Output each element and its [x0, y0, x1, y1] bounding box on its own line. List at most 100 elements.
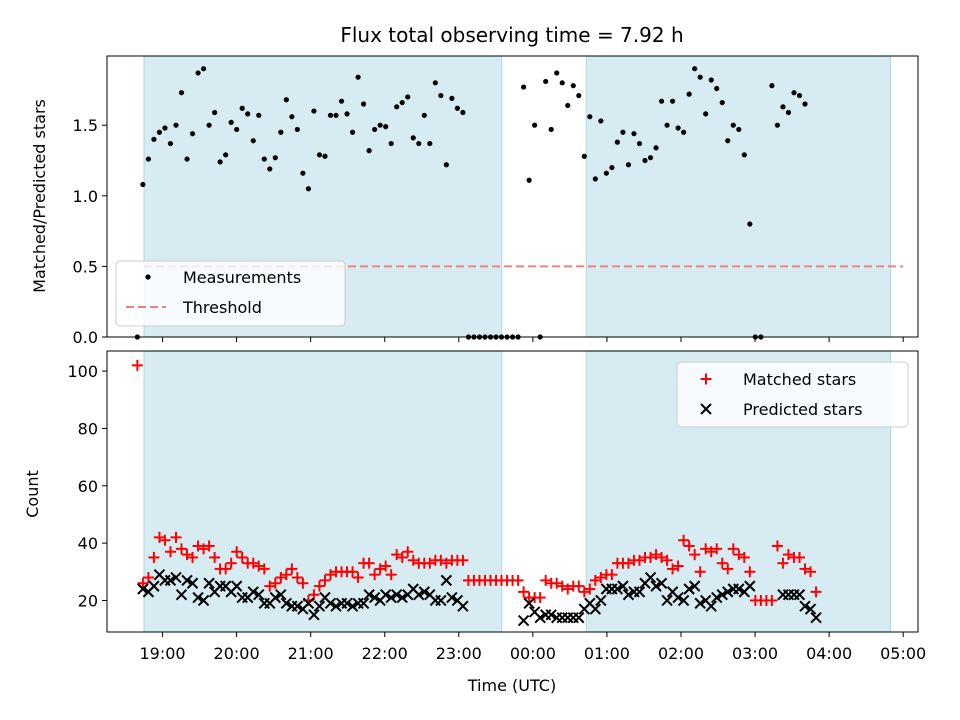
matched-star-point [258, 563, 270, 575]
matched-star-point [396, 551, 408, 563]
measurement-point [736, 126, 742, 133]
predicted-star-point [683, 583, 695, 595]
counts-series [131, 359, 822, 627]
top-y-axis: 0.0 0.5 1.0 1.5 [73, 116, 107, 347]
predicted-star-point-b [517, 614, 530, 627]
predicted-star-point [589, 603, 602, 615]
matched-star-point [457, 554, 469, 566]
bottom-y-axis-label: Count [23, 470, 42, 518]
predicted-star-point [324, 597, 337, 610]
measurement-point [311, 108, 317, 114]
matched-star-point [286, 563, 298, 575]
measurement-point [741, 152, 747, 158]
matched-star-point [352, 572, 364, 584]
predicted-star-point-b [230, 580, 243, 592]
predicted-star-point-b [440, 574, 453, 587]
matched-star-point [661, 554, 673, 566]
bottom-panel-frame [106, 350, 919, 633]
bottom-ytick-label-3: 80 [78, 419, 98, 438]
predicted-star-point-b [655, 577, 668, 589]
measurement-point [543, 78, 549, 85]
predicted-star-point-b [683, 583, 695, 595]
predicted-star-point [346, 600, 359, 612]
matched-star-point [683, 540, 695, 552]
top-ytick-label-2: 1.0 [73, 187, 98, 206]
predicted-star-point [137, 583, 149, 595]
measurement-point [769, 83, 775, 89]
top-ytick-label-1: 0.5 [73, 257, 98, 276]
predicted-star-point-b [435, 594, 447, 607]
predicted-star-point-b [451, 594, 464, 607]
matched-star-point [291, 572, 303, 584]
predicted-star-point [368, 591, 381, 604]
predicted-star-point-b [545, 609, 557, 621]
predicted-star-point [280, 597, 293, 610]
matched-star-point [148, 551, 160, 563]
top-legend: Measurements Threshold [115, 260, 346, 327]
predicted-star-point [197, 594, 210, 607]
predicted-star-point [573, 611, 585, 624]
predicted-star-point-b [186, 577, 199, 589]
predicted-star-point-b [699, 594, 712, 607]
matched-star-point [164, 546, 176, 558]
measurement-point [250, 138, 256, 144]
matched-star-point [380, 560, 392, 572]
predicted-star-point [694, 597, 706, 610]
measurement-point [206, 122, 212, 128]
top-y-axis-label: Matched/Predicted stars [30, 99, 49, 293]
measurement-point [681, 129, 687, 135]
measurement-point [327, 112, 334, 118]
measurement-point [454, 105, 460, 111]
measurement-point [526, 177, 532, 183]
predicted-star-point [611, 583, 624, 595]
matched-star-point [402, 546, 414, 558]
matched-star-point [176, 543, 188, 555]
measurement-point [184, 156, 190, 162]
measurement-point [289, 114, 295, 120]
matched-star-point [556, 580, 568, 592]
predicted-star-point [457, 600, 469, 612]
predicted-star-point [175, 589, 188, 601]
predicted-star-point [793, 589, 806, 601]
measurement-point [592, 176, 598, 182]
measurement-point [267, 166, 273, 172]
predicted-star-point [357, 597, 370, 610]
measurement-point [548, 126, 554, 133]
matched-star-point [347, 566, 359, 578]
measurement-point [377, 122, 383, 128]
matched-star-point [738, 551, 750, 563]
matched-star-point [722, 563, 734, 575]
predicted-star-point [523, 597, 535, 610]
predicted-star-point [677, 594, 690, 607]
matched-star-point [700, 543, 712, 555]
matched-star-point [793, 551, 805, 563]
legend-threshold-label: Threshold [182, 298, 262, 317]
predicted-star-point [148, 580, 160, 592]
predicted-star-point-b [275, 589, 287, 601]
measurement-point [796, 92, 803, 99]
predicted-star-point-b [705, 600, 717, 612]
predicted-star-point-b [611, 583, 624, 595]
measurement-point [355, 74, 361, 80]
measurement-point [156, 129, 163, 135]
matched-star-point [606, 569, 618, 581]
predicted-star-point-b [253, 589, 265, 601]
predicted-star-point [705, 600, 717, 612]
bottom-xtick-label-10: 05:00 [880, 644, 926, 663]
predicted-star-point [203, 577, 215, 589]
predicted-star-point-b [617, 580, 629, 592]
measurement-point [399, 99, 405, 106]
measurement-point [212, 109, 218, 116]
top-legend-box [115, 260, 346, 327]
measurement-point [239, 105, 245, 111]
measurement-point [565, 102, 571, 109]
predicted-star-point [733, 583, 745, 595]
top-panel-frame [106, 55, 919, 338]
measurement-point [647, 155, 654, 161]
predicted-star-point-b [528, 606, 541, 618]
predicted-star-point-b [181, 574, 193, 587]
predicted-star-point-b [446, 591, 458, 604]
predicted-star-point [379, 589, 392, 601]
predicted-star-point [291, 600, 304, 612]
